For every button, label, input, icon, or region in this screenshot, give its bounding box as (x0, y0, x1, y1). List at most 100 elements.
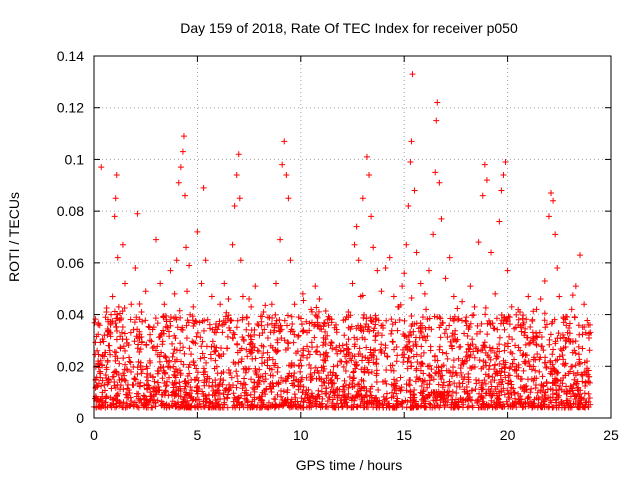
data-point-background (481, 339, 488, 346)
data-point-background (450, 337, 457, 344)
data-point-background (519, 315, 526, 322)
data-point-background (458, 399, 465, 406)
data-point-background (532, 384, 539, 391)
data-point-background (303, 387, 310, 394)
data-point-background (539, 373, 546, 380)
data-point (138, 308, 145, 315)
data-point (186, 262, 193, 269)
data-point-background (327, 369, 334, 376)
data-point-background (393, 390, 400, 397)
data-point-background (439, 382, 446, 389)
data-point-background (134, 371, 141, 378)
data-point-background (550, 346, 557, 353)
data-point-background (353, 391, 360, 398)
data-point-background (532, 367, 539, 374)
data-point-background (507, 378, 514, 385)
data-point-background (175, 404, 182, 411)
data-point-background (363, 344, 370, 351)
data-point-background (308, 373, 315, 380)
data-point-background (216, 390, 223, 397)
data-point (163, 316, 170, 323)
data-point-background (162, 323, 169, 330)
data-point-background (463, 322, 470, 329)
data-point-background (284, 345, 291, 352)
data-point-background (340, 363, 347, 370)
data-point-background (461, 358, 468, 365)
data-point (374, 267, 381, 274)
data-point-background (548, 368, 555, 375)
data-point-background (560, 345, 567, 352)
data-point-background (200, 398, 207, 405)
data-point-background (232, 360, 239, 367)
data-point-background (314, 367, 321, 374)
data-point-background (552, 396, 559, 403)
data-point-background (585, 330, 592, 337)
data-point-background (165, 392, 172, 399)
data-point-background (122, 391, 129, 398)
data-point-background (346, 355, 353, 362)
data-point-background (562, 360, 569, 367)
data-point-background (209, 392, 216, 399)
data-point-background (413, 351, 420, 358)
data-point-background (538, 343, 545, 350)
data-point-background (449, 330, 456, 337)
data-point-background (188, 351, 195, 358)
data-point-background (475, 347, 482, 354)
data-point-background (234, 372, 241, 379)
data-point-background (114, 392, 121, 399)
data-point-background (102, 372, 109, 379)
data-point-background (114, 328, 121, 335)
data-point (498, 187, 505, 194)
data-point-background (300, 383, 307, 390)
data-point-background (321, 320, 328, 327)
data-point-background (388, 330, 395, 337)
data-point-background (451, 380, 458, 387)
data-point-background (233, 384, 240, 391)
data-point-background (267, 380, 274, 387)
data-point (320, 334, 327, 341)
data-point-background (563, 388, 570, 395)
data-point-background (277, 322, 284, 329)
data-point-background (258, 342, 265, 349)
data-point-background (388, 316, 395, 323)
data-point-background (171, 346, 178, 353)
data-point-background (111, 379, 118, 386)
data-point-background (351, 341, 358, 348)
data-point-background (402, 332, 409, 339)
data-point-background (472, 386, 479, 393)
data-point-background (231, 331, 238, 338)
data-point-background (586, 347, 593, 354)
data-point-background (297, 357, 304, 364)
data-point (136, 334, 143, 341)
data-point-background (120, 355, 127, 362)
data-point (217, 301, 224, 308)
data-point-background (343, 358, 350, 365)
y-tick-label: 0.04 (57, 307, 84, 323)
data-point-background (503, 398, 510, 405)
data-point (167, 267, 174, 274)
data-point-background (322, 352, 329, 359)
data-point-background (188, 387, 195, 394)
data-point-background (418, 360, 425, 367)
data-point-background (436, 324, 443, 331)
data-point-background (509, 350, 516, 357)
data-point-background (343, 396, 350, 403)
data-point-background (122, 361, 129, 368)
data-point (299, 290, 306, 297)
data-point-background (407, 397, 414, 404)
data-point-background (188, 376, 195, 383)
data-point (363, 153, 370, 160)
data-point-background (323, 385, 330, 392)
data-point-background (284, 389, 291, 396)
data-point (233, 171, 240, 178)
data-point-background (469, 363, 476, 370)
data-point-background (91, 319, 98, 326)
data-point-background (238, 355, 245, 362)
data-point-background (318, 326, 325, 333)
data-point-background (299, 374, 306, 381)
data-point-background (460, 396, 467, 403)
data-point-background (300, 398, 307, 405)
data-point-background (440, 362, 447, 369)
data-point-background (353, 325, 360, 332)
data-point-background (547, 357, 554, 364)
